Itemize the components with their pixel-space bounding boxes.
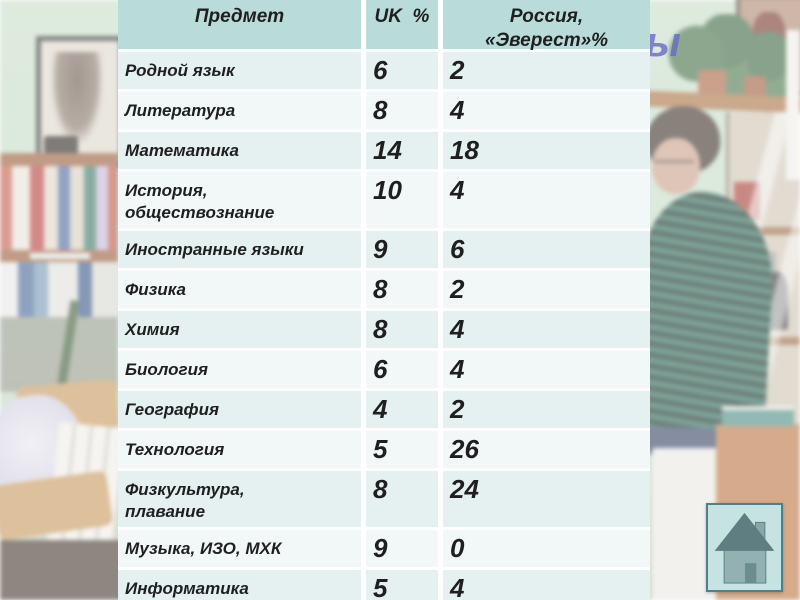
table-row: Биология 6 4: [118, 351, 650, 389]
uk-value-cell: 6: [366, 52, 438, 89]
table-row: География 4 2: [118, 391, 650, 429]
uk-value-cell: 6: [366, 351, 438, 389]
books-on-cabinet: [722, 410, 794, 426]
subject-cell: Математика: [118, 132, 361, 169]
russia-value-cell: 6: [443, 231, 650, 269]
shelf-label: [30, 253, 90, 259]
portrait-figure: [52, 52, 102, 142]
uk-value-cell: 8: [366, 471, 438, 528]
russia-value-cell: 4: [443, 570, 650, 600]
subject-cell: Физкультура, плавание: [118, 471, 361, 528]
books-on-shelf: [0, 166, 118, 250]
table-row: Литература 8 4: [118, 92, 650, 129]
column-header-russia: Россия, «Эверест»%: [443, 0, 650, 51]
russia-value-cell: 24: [443, 471, 650, 528]
russia-value-cell: 4: [443, 311, 650, 349]
subject-cell: Родной язык: [118, 52, 361, 89]
subject-cell: Технология: [118, 431, 361, 469]
home-button[interactable]: [706, 503, 783, 592]
table-row: Музыка, ИЗО, МХК 9 0: [118, 530, 650, 568]
uk-value-cell: 4: [366, 391, 438, 429]
russia-value-cell: 2: [443, 271, 650, 309]
slide-title-partial: ы: [645, 18, 681, 65]
table-row: Химия 8 4: [118, 311, 650, 349]
subjects-table: Предмет UK % Россия, «Эверест»% Родной я…: [118, 0, 650, 600]
home-icon: [714, 512, 775, 584]
uk-value-cell: 8: [366, 311, 438, 349]
subject-cell: История, обществознание: [118, 172, 361, 229]
table-row: Математика 14 18: [118, 132, 650, 169]
table-row: Информатика 5 4: [118, 570, 650, 600]
table-row: Технология 5 26: [118, 431, 650, 469]
subject-cell: Информатика: [118, 570, 361, 600]
small-dark-object: [44, 136, 78, 158]
subject-cell: Химия: [118, 311, 361, 349]
russia-value-cell: 2: [443, 52, 650, 89]
russia-value-cell: 4: [443, 172, 650, 229]
subject-cell: Музыка, ИЗО, МХК: [118, 530, 361, 568]
russia-value-cell: 4: [443, 92, 650, 129]
table-row: Родной язык 6 2: [118, 52, 650, 89]
subject-cell: Литература: [118, 92, 361, 129]
subject-cell: Физика: [118, 271, 361, 309]
books-on-shelf: [0, 262, 118, 317]
table-row: Физкультура, плавание 8 24: [118, 471, 650, 528]
table-row: Иностранные языки 9 6: [118, 231, 650, 269]
subject-cell: Биология: [118, 351, 361, 389]
uk-value-cell: 10: [366, 172, 438, 229]
russia-value-cell: 2: [443, 391, 650, 429]
uk-value-cell: 5: [366, 431, 438, 469]
column-header-subject: Предмет: [118, 0, 361, 49]
table-row: Физика 8 2: [118, 271, 650, 309]
window-light-strip: [786, 30, 800, 180]
subject-cell: География: [118, 391, 361, 429]
person-face: [652, 138, 700, 194]
uk-value-cell: 9: [366, 530, 438, 568]
russia-value-cell: 18: [443, 132, 650, 169]
person-glasses: [654, 160, 694, 171]
russia-value-cell: 26: [443, 431, 650, 469]
table-row: История, обществознание 10 4: [118, 172, 650, 229]
uk-value-cell: 5: [366, 570, 438, 600]
bookshelf-board: [0, 153, 118, 166]
uk-value-cell: 9: [366, 231, 438, 269]
russia-value-cell: 4: [443, 351, 650, 389]
table-header-row: Предмет UK % Россия, «Эверест»%: [118, 0, 650, 51]
uk-value-cell: 8: [366, 92, 438, 129]
subject-cell: Иностранные языки: [118, 231, 361, 269]
uk-value-cell: 8: [366, 271, 438, 309]
uk-value-cell: 14: [366, 132, 438, 169]
russia-value-cell: 0: [443, 530, 650, 568]
column-header-uk: UK %: [366, 0, 438, 49]
